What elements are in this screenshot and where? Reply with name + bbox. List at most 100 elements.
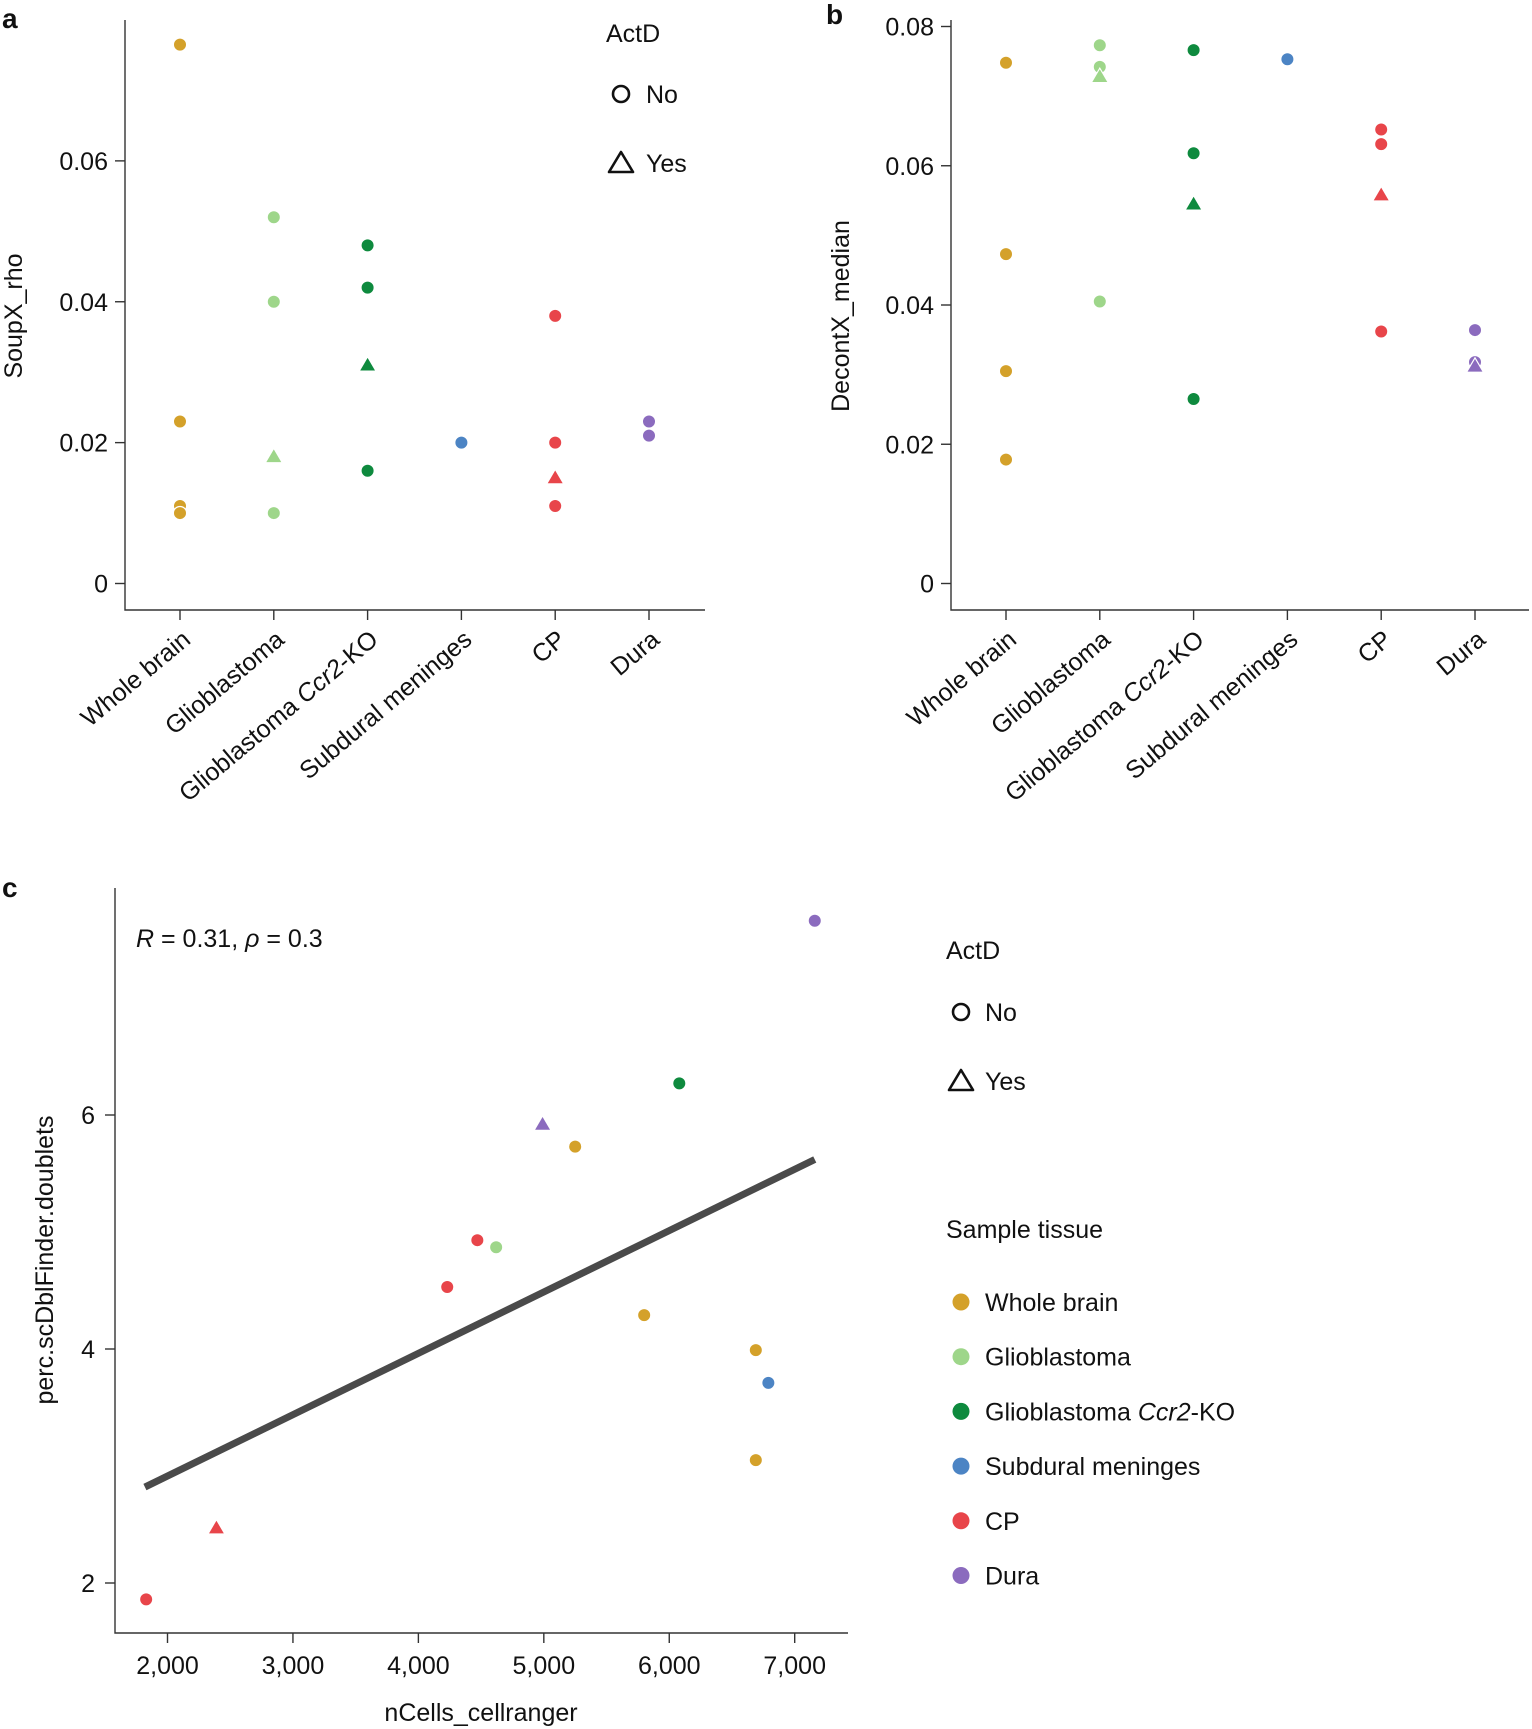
panel-b-decontx: 0 0.02 0.04 0.06 0.08 Whole brainGlioblastom… (827, 14, 1529, 807)
x-tick-label-sm: Subdural meninges (294, 625, 477, 785)
panel-b-y-axis-title: DecontX_median (827, 220, 855, 412)
legend-swatch-gb (952, 1348, 970, 1366)
data-point-du (1465, 356, 1485, 373)
x-tick-label-du: Dura (605, 625, 665, 681)
panel-a-y-axis-title: SoupX_rho (0, 253, 28, 378)
data-point-du (807, 913, 822, 928)
legend-circle-icon (611, 84, 631, 104)
legend-label-du: Dura (985, 1563, 1039, 1591)
x-tick-label-sm: Subdural meninges (1120, 625, 1303, 785)
y-tick-label: 0.02 (59, 430, 108, 458)
panel-a-legend-yes: Yes (646, 150, 687, 178)
panel-letter-a: a (2, 3, 18, 34)
y-tick-label: 6 (81, 1102, 95, 1130)
data-point-gko (672, 1076, 687, 1091)
panel-c-axes (114, 888, 848, 1634)
panel-c-legend-yes: Yes (985, 1068, 1026, 1096)
panel-c-doublets: 2 4 6 2,000 3,000 4,000 5,000 6,000 7,000 perc.… (31, 888, 1235, 1727)
x-tick-label: 6,000 (638, 1652, 701, 1680)
data-point-cp (206, 1518, 226, 1535)
panel-a-points (172, 37, 657, 521)
data-point-gb (266, 505, 281, 521)
data-point-wb (998, 363, 1014, 379)
annotation-r-symbol: R (136, 925, 154, 953)
legend-triangle-icon (607, 150, 635, 174)
y-tick-label: 0 (920, 571, 934, 599)
data-point-du (533, 1114, 553, 1131)
data-point-cp (1373, 122, 1389, 137)
y-tick-label: 0.04 (59, 289, 108, 317)
data-point-wb (748, 1452, 764, 1468)
data-point-gko (360, 463, 375, 478)
panel-b-points (998, 38, 1485, 467)
legend-swatch-wb (952, 1293, 970, 1311)
panel-c-legend-title: ActD (946, 937, 1000, 965)
data-point-gb (266, 210, 281, 225)
y-tick-label: 0.02 (885, 431, 934, 459)
data-point-gko (358, 355, 378, 372)
panel-c-legend-no: No (985, 999, 1017, 1027)
legend-label-cp: CP (985, 1508, 1020, 1536)
y-tick-label: 0.06 (885, 153, 934, 181)
panel-a-legend-no: No (646, 81, 678, 109)
data-point-wb (998, 246, 1014, 262)
data-point-gb (266, 294, 281, 309)
data-point-cp (470, 1232, 485, 1248)
data-point-wb (172, 414, 188, 429)
data-point-cp (1373, 136, 1389, 152)
x-tick-label: 5,000 (513, 1652, 576, 1680)
x-tick-label: 7,000 (763, 1652, 826, 1680)
panel-c-x-ticks: 2,000 3,000 4,000 5,000 6,000 7,000 (136, 1633, 826, 1680)
tissue-legend-title: Sample tissue (946, 1216, 1103, 1244)
y-tick-label: 0 (94, 571, 108, 599)
x-tick-label-du: Dura (1431, 625, 1491, 681)
panel-a-axes (124, 20, 705, 611)
data-point-wb (998, 55, 1014, 70)
data-point-sm (454, 435, 469, 450)
data-point-cp (440, 1279, 455, 1295)
x-tick-label: 3,000 (262, 1652, 325, 1680)
legend-swatch-cp (952, 1512, 970, 1530)
panel-c-actd-legend: ActD No Yes (946, 937, 1026, 1096)
y-tick-label: 0.08 (885, 14, 934, 42)
panel-c-y-ticks: 2 4 6 (81, 1102, 115, 1598)
legend-label-wb: Whole brain (985, 1289, 1118, 1317)
data-point-wb (172, 505, 188, 521)
panel-a-actd-legend: ActD No Yes (606, 20, 687, 178)
data-point-du (641, 414, 657, 429)
x-tick-label-cp: CP (526, 625, 571, 669)
legend-circle-icon (951, 1002, 971, 1022)
data-point-du (1467, 322, 1483, 338)
panel-b-y-ticks: 0 0.02 0.04 0.06 0.08 (885, 14, 951, 599)
annotation-r-value: = 0.31, (154, 925, 245, 953)
legend-label-sm: Subdural meninges (985, 1453, 1200, 1481)
data-point-gko (1184, 194, 1204, 211)
legend-swatch-sm (952, 1457, 970, 1475)
y-tick-label: 4 (81, 1336, 95, 1364)
data-point-gko (1186, 391, 1201, 407)
data-point-gko (360, 280, 375, 295)
data-point-cp (548, 498, 563, 514)
x-tick-label: 4,000 (387, 1652, 450, 1680)
data-point-gb (1092, 38, 1108, 53)
data-point-wb (172, 37, 188, 52)
annotation-rho-symbol: ρ (244, 925, 259, 953)
data-point-wb (748, 1342, 764, 1358)
data-point-cp (138, 1592, 154, 1607)
data-point-gko (1186, 146, 1201, 161)
data-point-cp (1373, 324, 1389, 339)
panel-c-y-axis-title: perc.scDblFinder.doublets (31, 1115, 59, 1404)
panel-c-points (138, 913, 822, 1607)
panel-c-regression-line (143, 1156, 817, 1491)
data-point-sm (761, 1375, 776, 1391)
data-point-gb (1090, 66, 1110, 84)
data-point-cp (1371, 185, 1391, 202)
legend-swatch-gko (952, 1402, 970, 1420)
panel-letter-c: c (2, 872, 18, 903)
x-tick-label: 2,000 (136, 1652, 199, 1680)
y-tick-label: 0.06 (59, 148, 108, 176)
data-point-wb (636, 1307, 652, 1323)
